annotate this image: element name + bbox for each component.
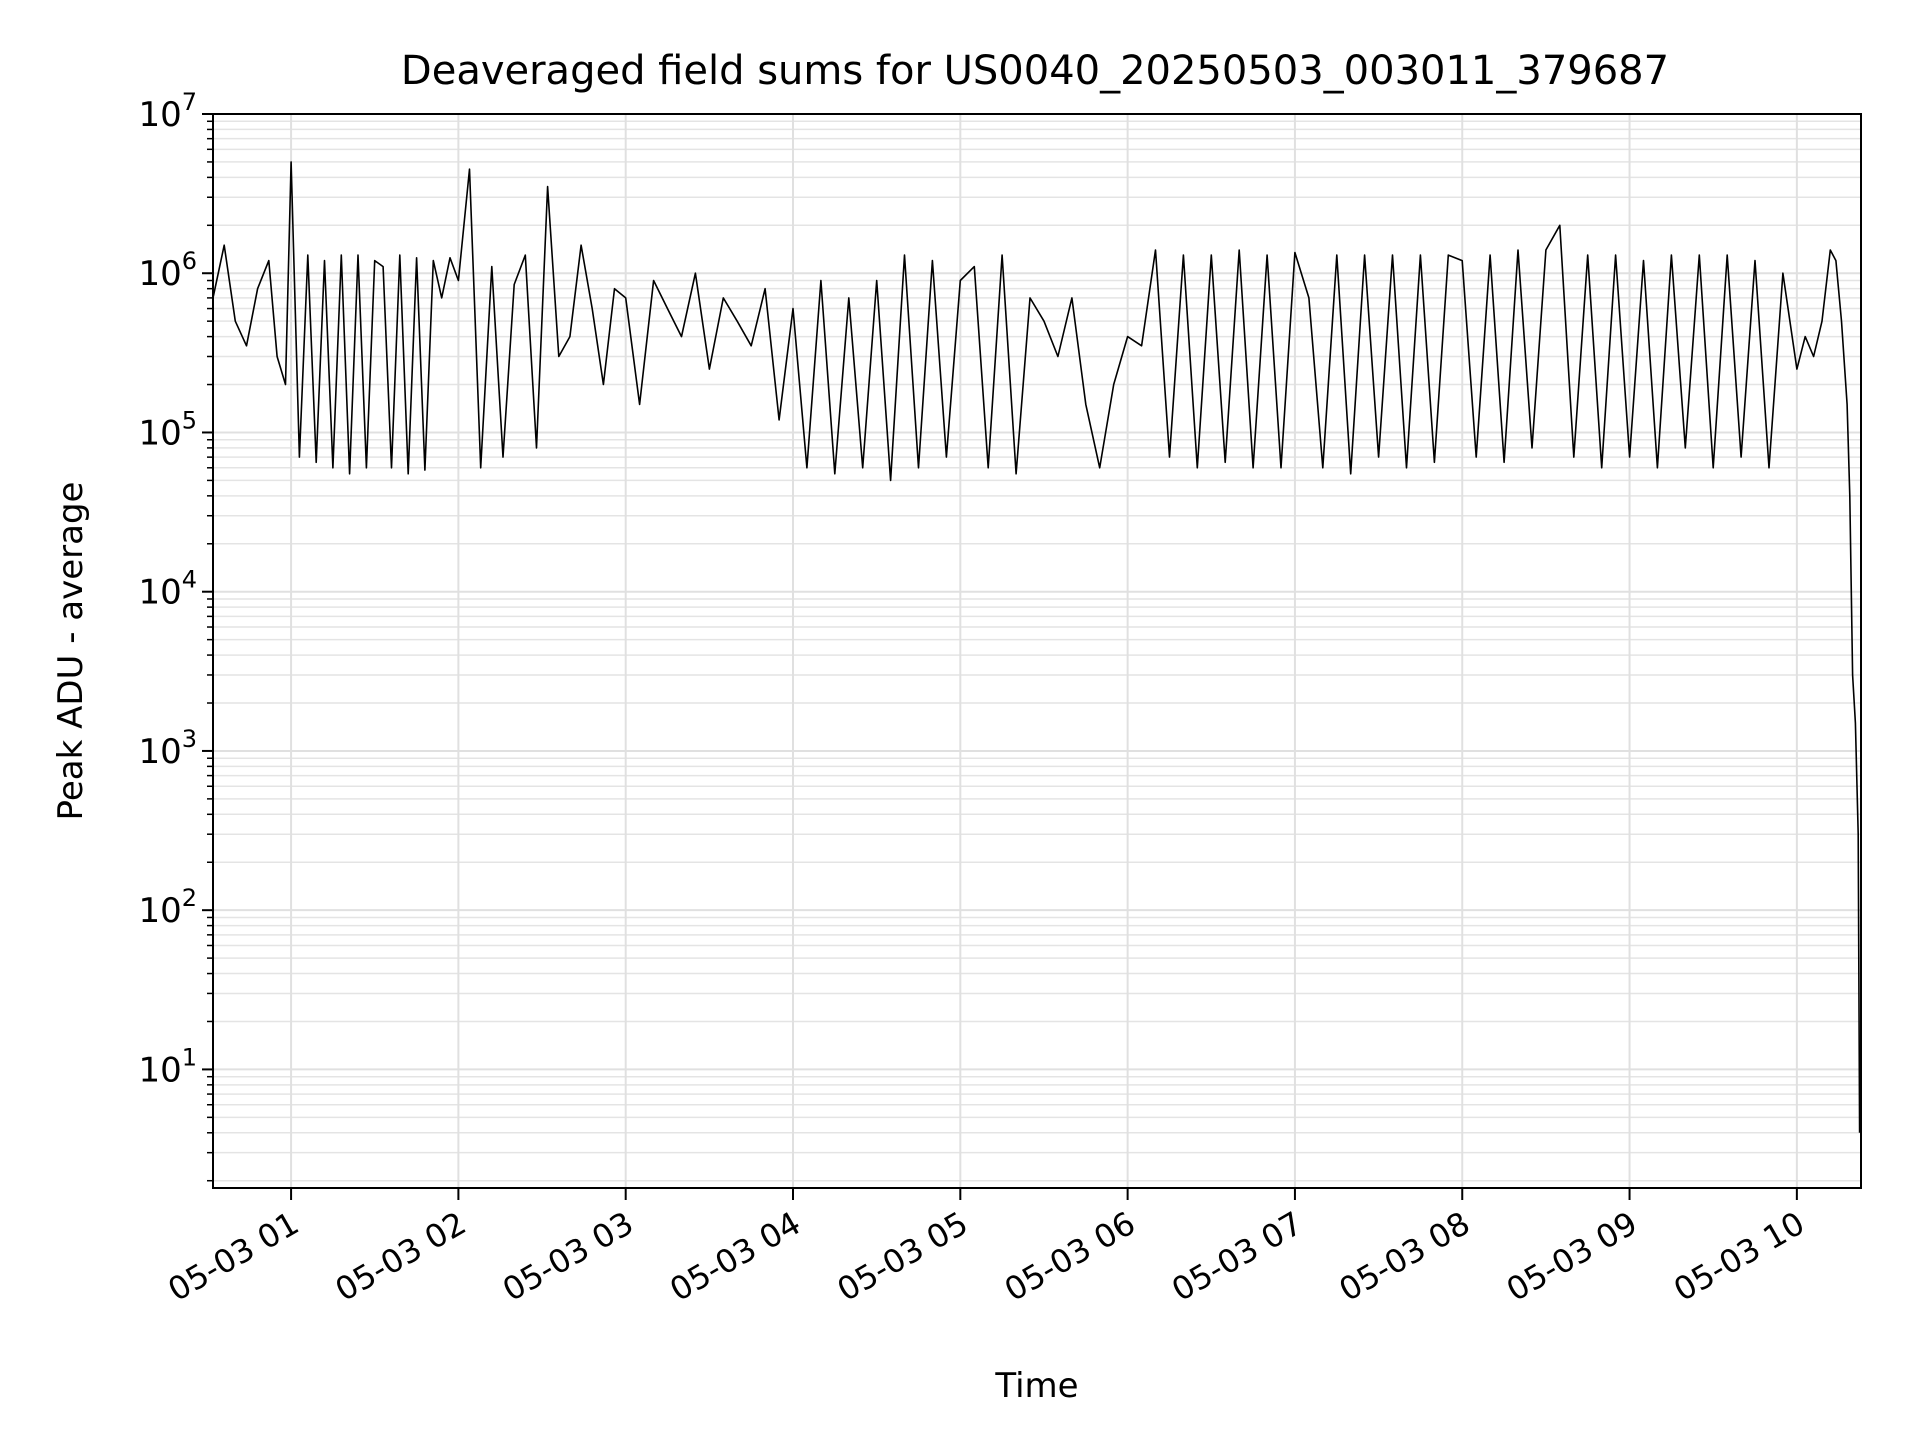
chart-title: Deaveraged field sums for US0040_2025050… — [401, 48, 1669, 94]
y-tick-label: 104 — [138, 566, 197, 613]
y-tick-label: 106 — [138, 247, 197, 294]
series-line — [212, 161, 1861, 1133]
y-tick-label: 107 — [138, 88, 197, 135]
series-layer — [212, 161, 1861, 1133]
y-axis-label: Peak ADU - average — [51, 482, 91, 821]
grid — [213, 113, 1861, 1188]
x-axis-label: Time — [994, 1366, 1078, 1406]
y-tick-label: 102 — [138, 884, 197, 931]
y-tick-label: 103 — [138, 725, 197, 772]
y-tick-label: 105 — [138, 406, 197, 453]
y-tick-label: 101 — [138, 1043, 197, 1090]
plot-frame — [212, 113, 1862, 1189]
y-axis: 101 102 103 104 105 106 107 — [138, 88, 213, 1182]
